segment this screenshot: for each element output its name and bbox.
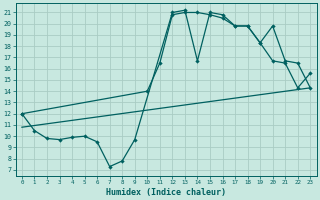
X-axis label: Humidex (Indice chaleur): Humidex (Indice chaleur)	[106, 188, 226, 197]
